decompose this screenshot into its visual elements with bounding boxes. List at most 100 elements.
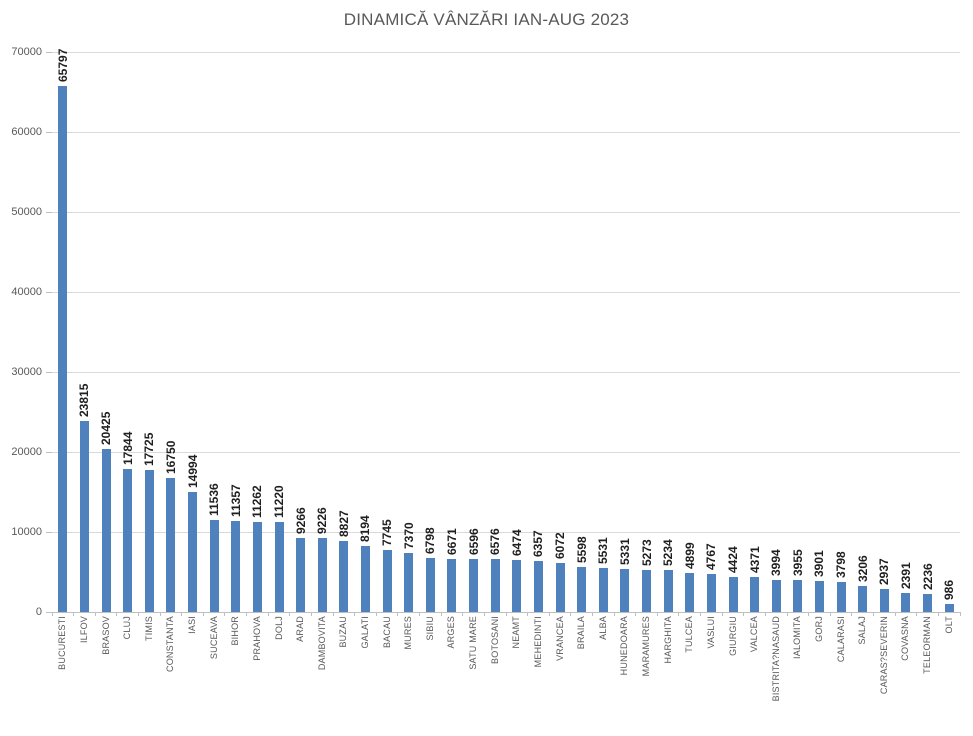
- x-axis-tick: [375, 612, 377, 616]
- bar: [123, 469, 133, 612]
- category-label: MURES: [403, 616, 414, 650]
- x-axis-tick: [959, 612, 961, 616]
- x-axis-tick: [267, 612, 269, 616]
- category-label: BRASOV: [100, 616, 111, 655]
- bar-value-label: 9226: [315, 507, 330, 535]
- category-label: TELEORMAN: [922, 616, 933, 674]
- x-axis-tick: [635, 612, 637, 616]
- category-label: MARAMURES: [641, 616, 652, 677]
- bar: [771, 580, 781, 612]
- bar-value-label: 2391: [898, 562, 913, 589]
- x-axis-tick: [505, 612, 507, 616]
- bar-value-label: 4424: [726, 545, 740, 573]
- category-label: BIHOR: [230, 616, 241, 646]
- bar-value-label: 11262: [250, 485, 265, 518]
- bar: [382, 550, 392, 612]
- bar: [836, 581, 846, 612]
- bar: [447, 558, 457, 612]
- bar: [642, 569, 652, 612]
- x-axis-tick: [829, 612, 831, 616]
- y-axis-tick: [46, 131, 52, 133]
- bar: [728, 576, 738, 612]
- category-label: CLUJ: [122, 616, 133, 640]
- bar-value-label: 6798: [423, 526, 438, 554]
- x-axis-tick: [721, 612, 723, 616]
- bar: [425, 557, 435, 612]
- bar: [166, 478, 176, 612]
- bar: [533, 561, 543, 612]
- bar-value-label: 6671: [444, 527, 459, 555]
- x-axis-tick: [73, 612, 75, 616]
- gridline: [52, 51, 960, 53]
- bar-value-label: 11220: [272, 485, 286, 519]
- bar-value-label: 5331: [617, 538, 632, 566]
- x-axis-tick: [310, 612, 312, 616]
- bar: [58, 85, 68, 612]
- category-label: BOTOSANI: [489, 616, 500, 664]
- chart-title: DINAMICĂ VÂNZĂRI IAN-AUG 2023: [343, 10, 630, 29]
- x-axis-tick: [613, 612, 615, 616]
- bar-value-label: 65797: [55, 48, 70, 82]
- bar-value-label: 3901: [812, 550, 827, 577]
- y-axis-tick-label: 40000: [11, 285, 42, 298]
- category-label: SATU MARE: [468, 616, 479, 670]
- bar: [577, 567, 587, 612]
- bar: [858, 586, 868, 612]
- x-axis-tick: [289, 612, 291, 616]
- category-label: MEHEDINTI: [532, 616, 543, 668]
- x-axis-tick: [916, 612, 918, 616]
- bar: [317, 538, 327, 612]
- bar: [144, 470, 154, 612]
- category-label: BUCURESTI: [57, 616, 68, 670]
- bar-value-label: 20425: [99, 411, 114, 445]
- y-axis-tick-label: 10000: [11, 525, 42, 538]
- category-label: PRAHOVA: [251, 616, 262, 661]
- x-axis-tick: [246, 612, 248, 616]
- category-label: ALBA: [597, 616, 608, 640]
- bar: [923, 594, 933, 612]
- bar: [209, 519, 219, 612]
- gridline: [52, 211, 960, 213]
- bar: [101, 448, 111, 612]
- bar: [879, 588, 889, 612]
- bar-value-label: 16750: [163, 440, 178, 474]
- bar-value-label: 3955: [790, 549, 805, 577]
- category-label: CARAS?SEVERIN: [878, 616, 889, 695]
- x-axis-tick: [786, 612, 788, 616]
- y-axis-tick: [46, 451, 52, 453]
- gridline: [52, 371, 960, 373]
- x-axis-tick: [548, 612, 550, 616]
- bar-value-label: 6474: [509, 529, 524, 557]
- bar-value-label: 5273: [639, 539, 654, 566]
- bar-value-label: 5234: [661, 539, 676, 567]
- bar: [598, 567, 608, 612]
- x-axis-tick: [527, 612, 529, 616]
- y-axis-tick-label: 70000: [11, 45, 42, 58]
- x-axis-tick: [181, 612, 183, 616]
- x-axis-tick: [873, 612, 875, 616]
- bar-value-label: 7745: [380, 519, 395, 547]
- category-label: TIMIS: [143, 616, 154, 641]
- bar-value-label: 986: [942, 580, 957, 601]
- category-label: DOLJ: [273, 616, 284, 640]
- bar-value-label: 5531: [596, 537, 611, 564]
- bar-value-label: 4371: [747, 546, 762, 574]
- bar-value-label: 4767: [704, 543, 719, 570]
- x-axis-tick: [808, 612, 810, 616]
- bar: [793, 580, 803, 612]
- category-label: IASI: [187, 616, 198, 634]
- bar-value-label: 6072: [553, 532, 568, 560]
- y-axis-tick-label: 0: [35, 605, 42, 618]
- x-axis-tick: [137, 612, 139, 616]
- bar-value-label: 6596: [466, 528, 481, 556]
- bar-value-label: 17844: [120, 431, 135, 466]
- category-label: NEAMT: [511, 616, 522, 649]
- x-axis-tick: [397, 612, 399, 616]
- y-axis-tick: [46, 291, 52, 293]
- category-label: BRAILA: [576, 616, 587, 650]
- bar-value-label: 3798: [834, 550, 849, 578]
- gridline: [52, 451, 960, 453]
- x-axis-tick: [462, 612, 464, 616]
- x-axis-tick: [159, 612, 161, 616]
- category-label: ARAD: [295, 616, 306, 642]
